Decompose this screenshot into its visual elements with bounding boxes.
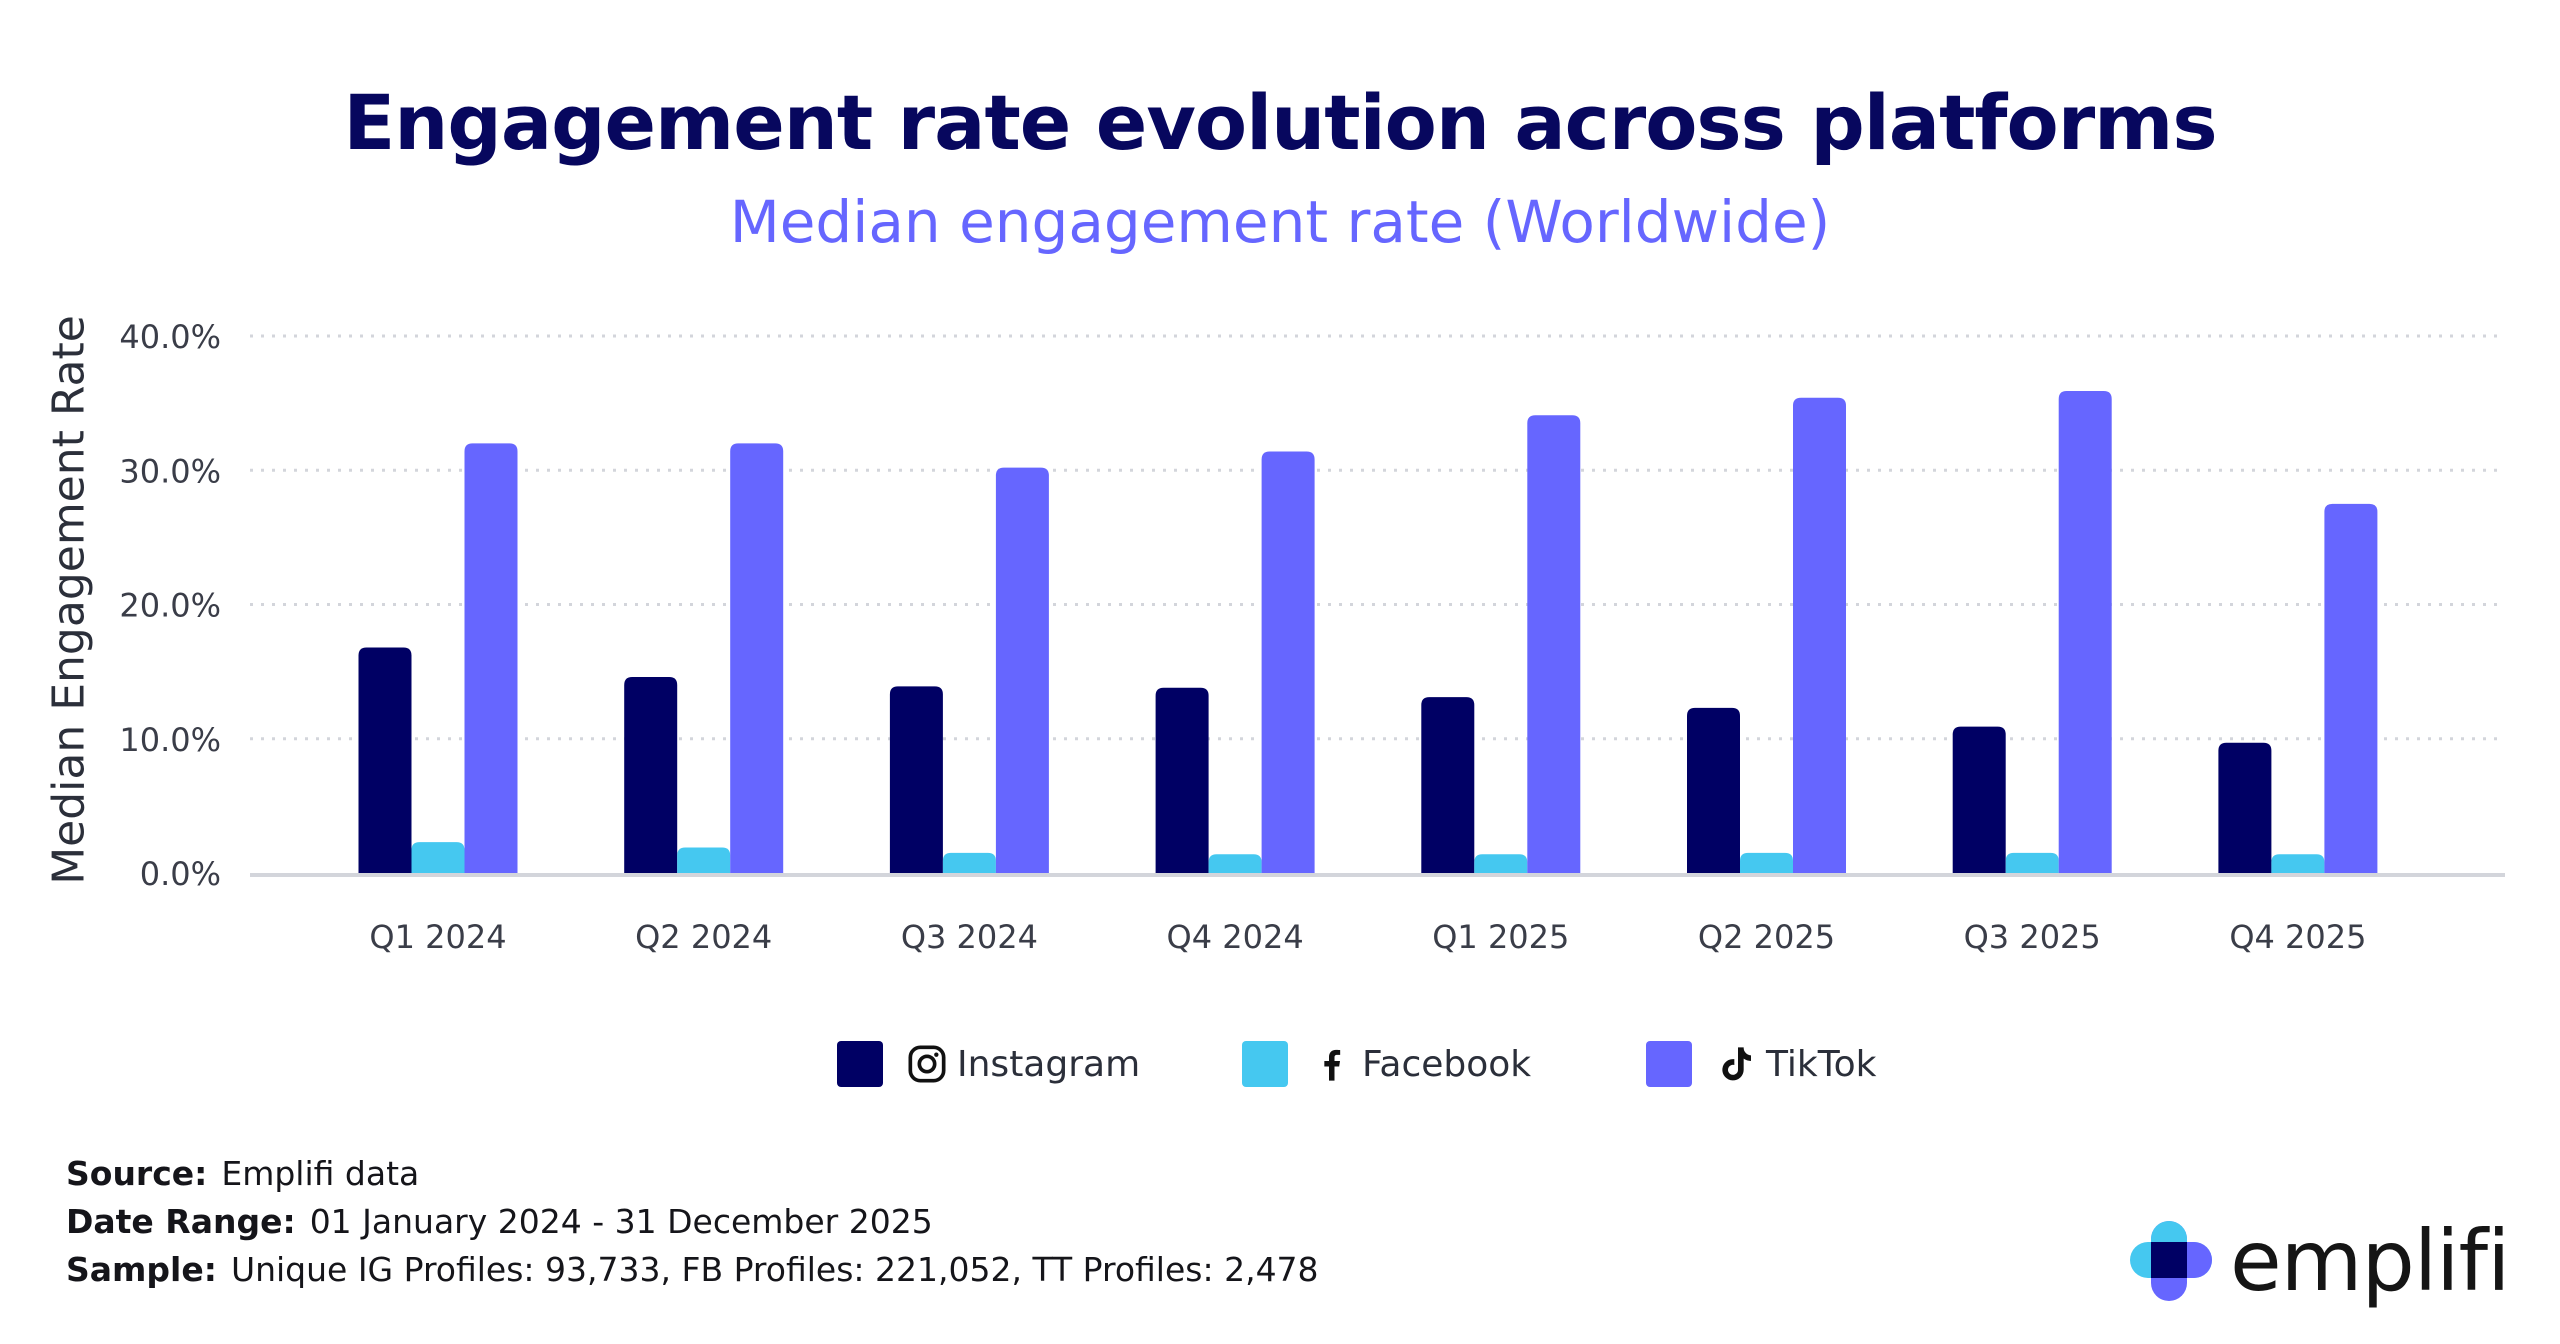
source-value: Emplifi data bbox=[221, 1154, 420, 1193]
source-label: Source: bbox=[66, 1154, 208, 1193]
bar-instagram bbox=[1155, 687, 1209, 873]
facebook-icon bbox=[1312, 1044, 1352, 1084]
x-tick-label: Q1 2025 bbox=[1432, 918, 1569, 956]
bar-facebook bbox=[411, 842, 465, 873]
bar-tiktok bbox=[1793, 397, 1846, 873]
chart-subtitle: Median engagement rate (Worldwide) bbox=[729, 188, 1831, 256]
bar-instagram bbox=[624, 676, 678, 873]
footer-notes: Source: Emplifi data Date Range: 01 Januar… bbox=[66, 1150, 1319, 1294]
logo-text: emplifi bbox=[2230, 1212, 2510, 1310]
bar-facebook bbox=[2271, 854, 2325, 873]
chart-title: Engagement rate evolution across platfor… bbox=[343, 78, 2217, 167]
legend-swatch bbox=[1242, 1041, 1288, 1087]
y-tick-label: 10.0% bbox=[119, 721, 221, 759]
date-range-value: 01 January 2024 - 31 December 2025 bbox=[309, 1202, 933, 1241]
emplifi-logo: emplifi bbox=[2130, 1212, 2510, 1310]
bar-instagram bbox=[2218, 742, 2272, 873]
sample-value: Unique IG Profiles: 93,733, FB Profiles:… bbox=[230, 1250, 1319, 1289]
bar-tiktok bbox=[1527, 415, 1581, 873]
legend-label: TikTok bbox=[1766, 1043, 1877, 1085]
legend: Instagram Facebook TikTok bbox=[0, 1037, 2560, 1091]
legend-label: Facebook bbox=[1362, 1043, 1532, 1085]
legend-item-instagram: Instagram bbox=[837, 1037, 1140, 1091]
date-range-line: Date Range: 01 January 2024 - 31 December… bbox=[66, 1198, 1319, 1246]
bar-facebook bbox=[2005, 852, 2059, 873]
bar-facebook bbox=[1474, 854, 1528, 873]
bar-instagram bbox=[358, 647, 412, 873]
bar-instagram bbox=[1687, 707, 1740, 873]
tiktok-icon bbox=[1716, 1044, 1756, 1084]
date-range-label: Date Range: bbox=[66, 1202, 296, 1241]
emplifi-logo-icon bbox=[2130, 1221, 2212, 1301]
bar-tiktok bbox=[730, 443, 784, 873]
sample-line: Sample: Unique IG Profiles: 93,733, FB Pr… bbox=[66, 1246, 1319, 1294]
source-line: Source: Emplifi data bbox=[66, 1150, 1319, 1198]
legend-swatch bbox=[837, 1041, 883, 1087]
x-tick-label: Q4 2025 bbox=[2229, 918, 2366, 956]
bar-instagram bbox=[889, 686, 943, 873]
bar-facebook bbox=[677, 847, 731, 873]
x-tick-label: Q2 2024 bbox=[635, 918, 772, 956]
bar-tiktok bbox=[2324, 503, 2378, 873]
x-tick-label: Q4 2024 bbox=[1167, 918, 1304, 956]
bar-tiktok bbox=[995, 467, 1049, 873]
bar-facebook bbox=[1740, 852, 1793, 873]
legend-label: Instagram bbox=[957, 1043, 1141, 1085]
legend-swatch bbox=[1646, 1041, 1692, 1087]
x-tick-label: Q1 2024 bbox=[369, 918, 506, 956]
bar-instagram bbox=[1421, 697, 1475, 873]
x-tick-label: Q2 2025 bbox=[1698, 918, 1835, 956]
y-tick-label: 20.0% bbox=[119, 587, 221, 625]
bar-instagram bbox=[1952, 726, 2006, 873]
bar-tiktok bbox=[464, 443, 518, 873]
legend-item-tiktok: TikTok bbox=[1646, 1037, 1876, 1091]
x-tick-label: Q3 2025 bbox=[1964, 918, 2101, 956]
bar-facebook bbox=[942, 852, 996, 873]
sample-label: Sample: bbox=[66, 1250, 217, 1289]
bar-tiktok bbox=[1261, 451, 1315, 873]
y-tick-label: 40.0% bbox=[119, 318, 221, 356]
y-tick-label: 30.0% bbox=[119, 452, 221, 490]
y-tick-label: 0.0% bbox=[140, 855, 221, 893]
bar-tiktok bbox=[2058, 391, 2112, 873]
legend-item-facebook: Facebook bbox=[1242, 1037, 1531, 1091]
bar-chart: 0.0% 10.0% 20.0% 30.0% 40.0% Q1 2024 Q2 2024 Q3… bbox=[119, 318, 2505, 956]
bar-facebook bbox=[1208, 854, 1262, 873]
instagram-icon bbox=[907, 1044, 947, 1084]
x-tick-label: Q3 2024 bbox=[901, 918, 1038, 956]
